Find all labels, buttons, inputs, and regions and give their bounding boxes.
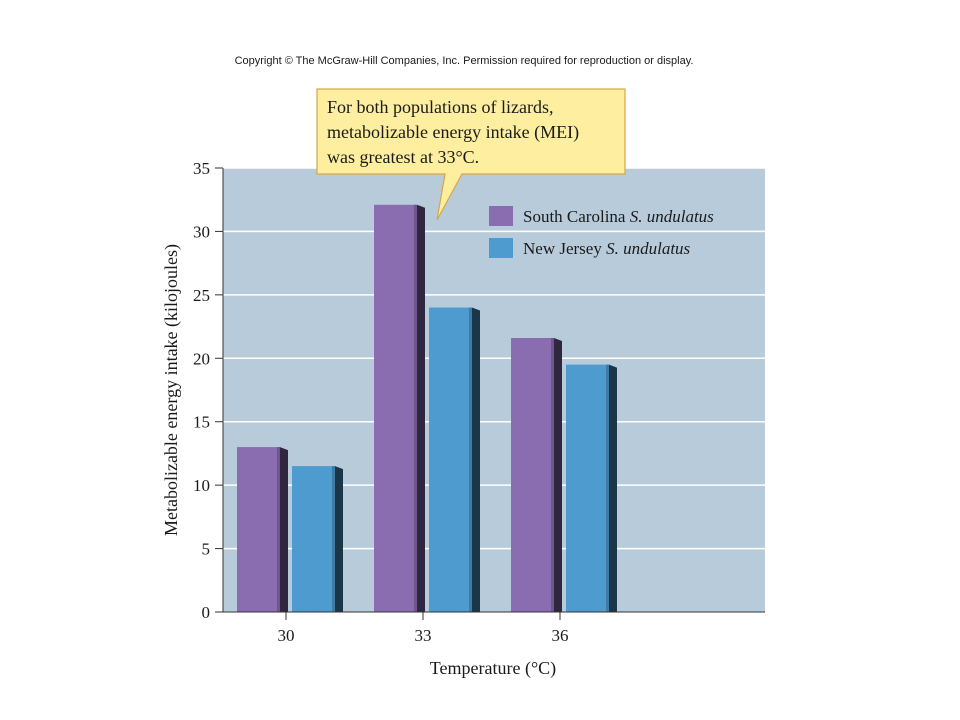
x-ticks: 30 33 36 (278, 612, 569, 645)
y-tick-label: 0 (202, 603, 211, 622)
y-tick-label: 20 (193, 349, 210, 368)
y-ticks: 0 5 10 15 20 25 30 35 (193, 159, 223, 622)
x-tick-label: 33 (415, 626, 432, 645)
bar (374, 204, 417, 612)
callout-line: metabolizable energy intake (MEI) (327, 122, 580, 142)
bar-edge (606, 364, 609, 612)
bar-side (609, 364, 617, 612)
y-tick-label: 25 (193, 286, 210, 305)
callout-box (316, 88, 626, 221)
legend-swatch (489, 206, 513, 226)
bar-side (335, 466, 343, 612)
bar (237, 447, 280, 612)
legend-label: South Carolina S. undulatus (523, 207, 714, 226)
y-tick-label: 30 (193, 222, 210, 241)
bar-edge (551, 337, 554, 612)
bar-edge (414, 204, 417, 612)
callout-text: For both populations of lizards, metabol… (317, 89, 625, 173)
bar-edge (469, 307, 472, 612)
bars (237, 204, 617, 612)
callout-line: was greatest at 33°C. (327, 147, 480, 167)
x-axis-label: Temperature (°C) (430, 658, 556, 679)
legend-label: New Jersey S. undulatus (523, 239, 691, 258)
bar-side (417, 204, 425, 612)
y-tick-label: 35 (193, 159, 210, 178)
legend: South Carolina S. undulatus New Jersey S.… (489, 206, 714, 258)
y-axis-label: Metabolizable energy intake (kilojoules) (161, 244, 182, 536)
bar (292, 466, 335, 612)
y-tick-label: 10 (193, 476, 210, 495)
bar-side (472, 307, 480, 612)
bar (511, 337, 554, 612)
copyright-notice: Copyright © The McGraw-Hill Companies, I… (234, 55, 694, 67)
legend-swatch (489, 238, 513, 258)
y-tick-label: 15 (193, 413, 210, 432)
bar-edge (277, 447, 280, 612)
callout-line: For both populations of lizards, (327, 97, 554, 117)
bar-edge (332, 466, 335, 612)
y-tick-label: 5 (202, 540, 211, 559)
bar (566, 364, 609, 612)
bar-side (280, 447, 288, 612)
x-tick-label: 36 (552, 626, 569, 645)
bar-side (554, 337, 562, 612)
x-tick-label: 30 (278, 626, 295, 645)
bar (429, 307, 472, 612)
